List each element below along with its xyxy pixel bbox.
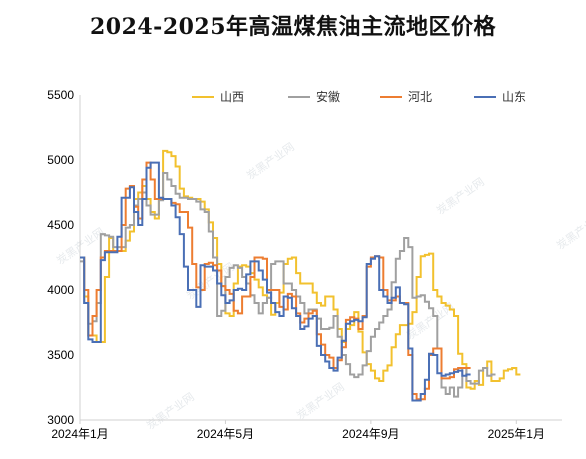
y-tick-label: 5500 (47, 88, 74, 102)
legend-label: 河北 (408, 90, 432, 104)
x-tick-label: 2024年5月 (197, 427, 254, 441)
legend-label: 安徽 (316, 89, 340, 104)
legend: 山西 安徽 河北 山东 (192, 89, 526, 104)
series-layer (80, 151, 520, 401)
x-tick-label: 2024年1月 (51, 427, 108, 441)
watermark-text: 炭黑产业网 (554, 209, 586, 252)
y-tick-label: 3500 (47, 348, 74, 362)
watermark-text: 炭黑产业网 (294, 379, 347, 422)
legend-label: 山东 (502, 90, 526, 104)
y-tick-label: 3000 (47, 413, 74, 427)
watermark-text: 炭黑产业网 (434, 174, 487, 217)
x-tick-label: 2025年1月 (488, 427, 545, 441)
watermark-text: 炭黑产业网 (144, 389, 197, 432)
axes: 3000 3500 4000 4500 5000 5500 2024年1月 2024年5月 20… (47, 88, 586, 441)
y-tick-label: 4500 (47, 218, 74, 232)
x-tick-label: 2024年9月 (342, 427, 399, 441)
y-tick-label: 5000 (47, 153, 74, 167)
y-tick-label: 4000 (47, 283, 74, 297)
legend-label: 山西 (220, 90, 244, 104)
watermark-text: 炭黑产业网 (244, 139, 297, 182)
